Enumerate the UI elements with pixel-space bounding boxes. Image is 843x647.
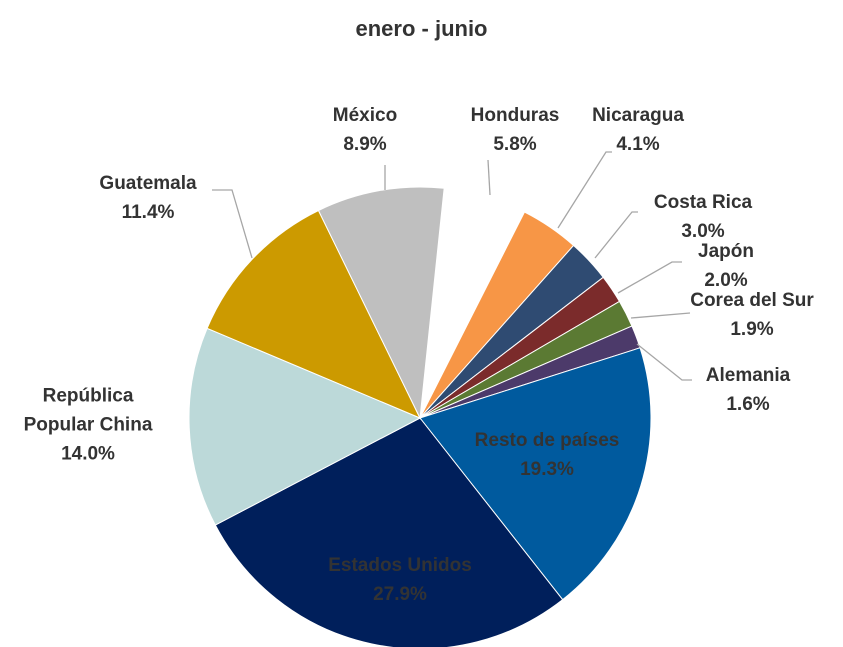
leader-line [617,261,682,294]
slice-value: 4.1% [616,134,660,155]
slice-value: 3.0% [681,221,725,242]
slice-label: Estados Unidos 27.9% [315,551,485,609]
slice-label: Corea del Sur 1.9% [667,286,837,344]
slice-label: Alemania 1.6% [663,361,833,419]
slice-label: Resto de países 19.3% [462,426,632,484]
slice-name: Corea del Sur [690,290,814,311]
slice-label: Costa Rica 3.0% [618,188,788,246]
pie-slice [419,347,652,601]
slice-name: Resto de países [474,430,620,451]
pie-slice [317,186,445,420]
slice-value: 11.4% [121,202,175,223]
slice-label: Guatemala 11.4% [63,169,233,227]
slice-value: 27.9% [373,584,427,605]
slice-label: Honduras 5.8% [430,101,600,159]
slice-name: Honduras [470,105,560,126]
slice-name: Nicaragua [592,105,684,126]
leader-line [557,151,612,229]
slice-name: Costa Rica [653,192,753,213]
slice-name: República Popular China [23,385,153,436]
slice-name: Guatemala [99,173,197,194]
slice-value: 2.0% [704,270,748,291]
slice-value: 8.9% [343,134,387,155]
slice-value: 1.6% [726,394,770,415]
pie-slice [214,417,564,647]
pie-slice [188,327,422,526]
slice-value: 19.3% [520,459,574,480]
leader-lines [212,151,692,381]
slice-label: Nicaragua 4.1% [553,101,723,159]
slice-name: Estados Unidos [328,555,472,576]
slice-value: 5.8% [493,134,537,155]
leader-line [212,189,253,259]
slice-name: Alemania [705,365,791,386]
leader-line [487,159,491,196]
leader-line [594,211,638,259]
slice-value: 14.0% [61,443,115,465]
slice-name: Japón [698,241,754,262]
leader-line [636,343,692,381]
chart-title: enero - junio [355,16,488,41]
slice-value: 1.9% [730,319,774,340]
slice-label: República Popular China 14.0% [6,382,171,469]
slice-label: México 8.9% [280,101,450,159]
slice-name: México [332,105,398,126]
leader-line [630,312,691,319]
slice-label: Japón 2.0% [641,237,811,295]
pie-slice [206,209,422,419]
